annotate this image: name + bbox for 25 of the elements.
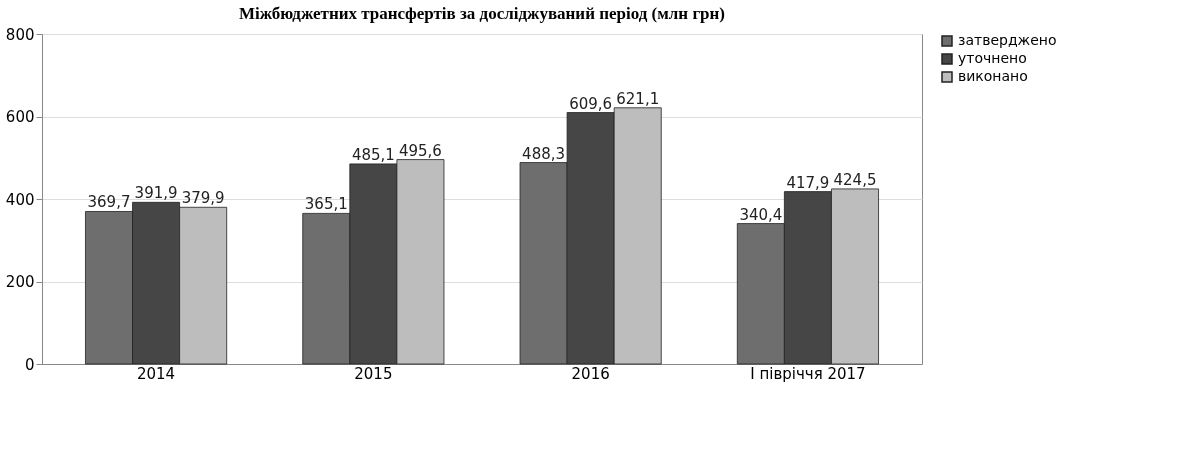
- legend-label: виконано: [958, 68, 1028, 84]
- chart-title: Міжбюджетних трансфертів за досліджуваний період (млн грн): [238, 4, 726, 23]
- y-tick-label: 800: [5, 25, 35, 44]
- data-label: 417,9: [786, 173, 830, 192]
- data-label: 424,5: [833, 170, 877, 189]
- x-tick-label: І півріччя 2017: [750, 364, 866, 383]
- legend-label: уточнено: [958, 50, 1027, 66]
- data-label: 369,7: [87, 193, 131, 212]
- data-label: 340,4: [739, 205, 783, 224]
- y-tick-label: 0: [24, 355, 35, 374]
- data-label: 609,6: [569, 94, 613, 113]
- y-tick-label: 200: [5, 273, 35, 291]
- y-tick-label: 400: [5, 190, 35, 209]
- y-tick-label: 600: [5, 108, 35, 126]
- data-label: 379,9: [181, 189, 225, 208]
- x-tick-label: 2016: [571, 364, 610, 383]
- legend-label: затверджено: [958, 32, 1057, 48]
- data-label: 365,1: [304, 195, 348, 214]
- x-tick-label: 2015: [354, 364, 393, 383]
- data-label: 488,3: [522, 144, 566, 163]
- x-tick-label: 2014: [136, 364, 176, 383]
- data-label: 621,1: [616, 89, 660, 108]
- data-label: 485,1: [351, 145, 395, 164]
- data-label: 391,9: [134, 184, 178, 203]
- data-label: 495,6: [398, 141, 442, 160]
